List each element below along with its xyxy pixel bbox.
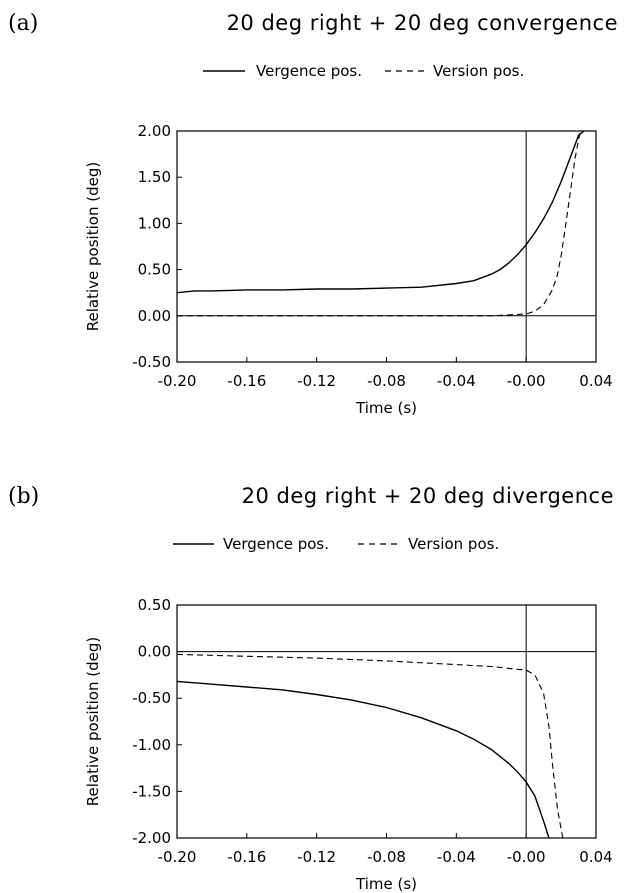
legend-entry: Version pos. (408, 535, 499, 553)
x-tick-label: -0.20 (158, 848, 197, 866)
x-tick-label: -0.12 (297, 372, 336, 390)
x-tick-label: -0.08 (367, 848, 406, 866)
chart-title: 20 deg right + 20 deg divergence (242, 484, 614, 508)
chart-title: 20 deg right + 20 deg convergence (227, 11, 618, 35)
panel-label: (b) (8, 484, 39, 509)
y-tick-label: 0.50 (138, 596, 171, 614)
x-tick-label: -0.20 (158, 372, 197, 390)
y-axis-label: Relative position (deg) (84, 162, 102, 331)
y-tick-label: 0.00 (138, 307, 171, 325)
x-tick-label: -0.04 (437, 848, 476, 866)
x-axis-label: Time (s) (355, 399, 417, 417)
y-tick-label: 0.00 (138, 643, 171, 661)
legend-entry: Vergence pos. (223, 535, 329, 553)
y-tick-label: 0.50 (138, 261, 171, 279)
version-series-line (176, 653, 564, 839)
y-tick-label: 1.00 (138, 214, 171, 232)
plot-frame (176, 604, 597, 839)
x-tick-label: 0.04 (579, 372, 612, 390)
y-axis-label: Relative position (deg) (84, 637, 102, 806)
y-tick-label: 2.00 (138, 122, 171, 140)
x-tick-label: 0.04 (579, 848, 612, 866)
x-tick-label: -0.04 (437, 372, 476, 390)
panel-b: (b) 20 deg right + 20 deg divergence Verge… (8, 484, 614, 893)
y-tick-label: 1.50 (138, 168, 171, 186)
vergence-series-line (176, 130, 585, 294)
x-tick-label: -0.16 (227, 848, 266, 866)
legend: Vergence pos. Version pos. (203, 62, 524, 80)
x-tick-label: -0.08 (367, 372, 406, 390)
x-tick-label: -0.16 (227, 372, 266, 390)
y-tick-label: -0.50 (132, 689, 171, 707)
legend-entry: Vergence pos. (256, 62, 362, 80)
panel-a: (a) 20 deg right + 20 deg convergence Verg… (8, 11, 618, 417)
y-tick-label: -2.00 (132, 829, 171, 847)
y-tick-label: -1.00 (132, 736, 171, 754)
y-tick-label: -0.50 (132, 353, 171, 371)
legend: Vergence pos. Version pos. (173, 535, 499, 553)
x-tick-label: -0.12 (297, 848, 336, 866)
vergence-series-line (176, 680, 550, 839)
x-tick-label: -0.00 (507, 372, 546, 390)
legend-entry: Version pos. (433, 62, 524, 80)
x-tick-label: -0.00 (507, 848, 546, 866)
x-axis-label: Time (s) (355, 875, 417, 893)
plot-frame (176, 130, 597, 363)
panel-label: (a) (8, 11, 38, 36)
y-tick-label: -1.50 (132, 782, 171, 800)
